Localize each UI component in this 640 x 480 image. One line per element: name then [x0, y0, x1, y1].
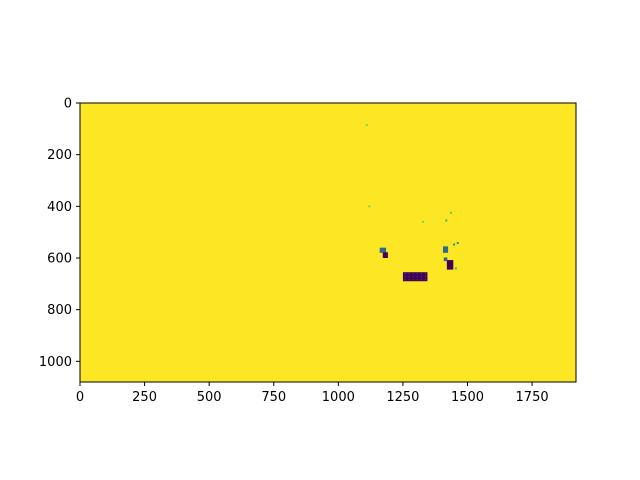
y-tick-label: 800 [47, 303, 72, 318]
x-tick-label: 1500 [451, 390, 484, 405]
heatmap-speck [365, 123, 368, 126]
y-tick-label: 1000 [39, 355, 72, 370]
x-axis: 0 250 500 750 1000 1250 1500 1750 [76, 382, 549, 405]
heatmap-region-rectangle-block [402, 272, 428, 282]
heatmap-region-right-blob-c [443, 257, 448, 262]
plot-area [80, 103, 576, 382]
x-tick-label: 500 [197, 390, 222, 405]
x-tick-label: 1250 [386, 390, 419, 405]
heatmap-speck [454, 267, 457, 270]
heatmap-region-left-blob-b [382, 252, 388, 258]
heatmap-speck [453, 243, 456, 246]
heatmap-speck [449, 211, 452, 214]
y-tick-label: 200 [47, 148, 72, 163]
heatmap-region-left-blob-a [379, 247, 387, 253]
x-tick-label: 250 [132, 390, 157, 405]
heatmap-region-right-blob-a [442, 246, 449, 253]
heatmap-speck [456, 242, 459, 245]
y-tick-label: 600 [47, 252, 72, 267]
x-tick-label: 0 [76, 390, 84, 405]
heatmap-background [80, 103, 576, 382]
y-axis: 0 200 400 600 800 1000 [39, 97, 80, 370]
heatmap-speck [368, 205, 371, 208]
plot-frame [79, 102, 577, 383]
x-tick-label: 750 [261, 390, 286, 405]
heatmap-region-right-blob-b [446, 260, 454, 270]
y-tick-label: 400 [47, 200, 72, 215]
x-tick-label: 1000 [322, 390, 355, 405]
heatmap-speck [422, 220, 425, 223]
x-tick-label: 1750 [516, 390, 549, 405]
heatmap-speck [445, 219, 448, 222]
y-tick-label: 0 [64, 97, 72, 112]
